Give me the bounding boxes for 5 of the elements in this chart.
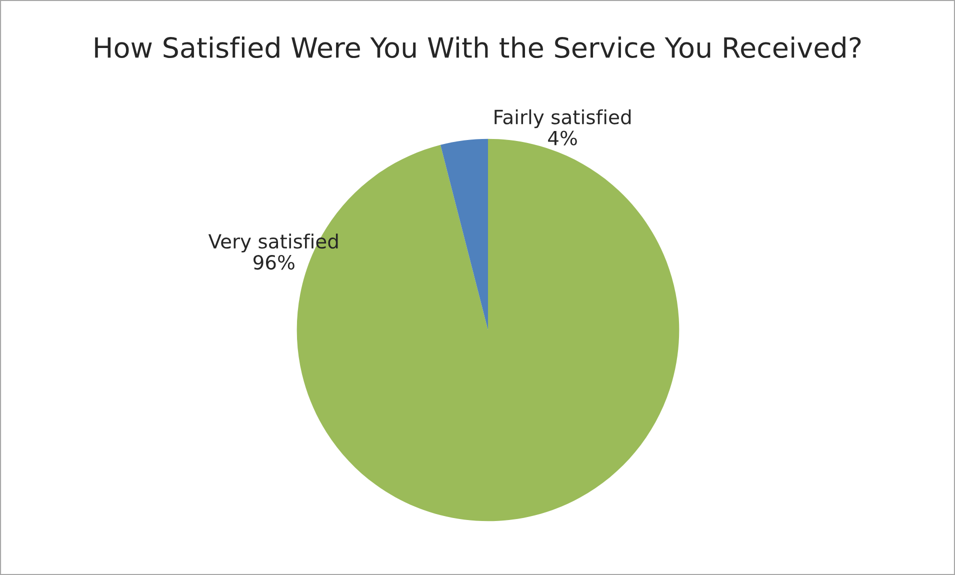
chart-title: How Satisfied Were You With the Service You Received? (95, 36, 861, 58)
pie-slice (440, 138, 488, 330)
slice-label: Fairly satisfied (494, 109, 631, 128)
data-label: 96% (254, 254, 294, 270)
data-label: 4% (548, 130, 577, 146)
